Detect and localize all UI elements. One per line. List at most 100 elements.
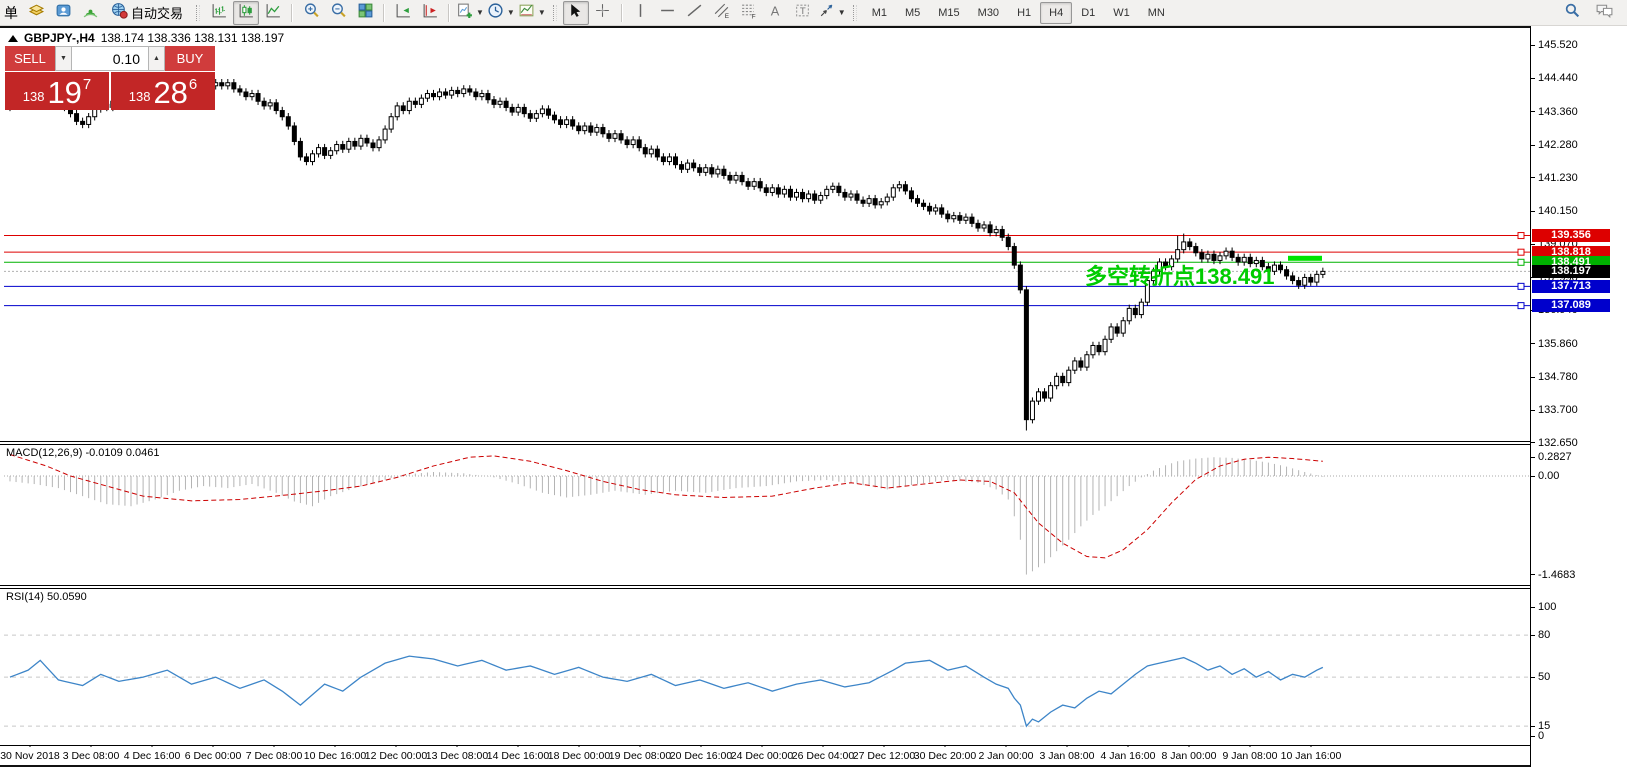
candle — [1235, 256, 1241, 263]
profiles-button[interactable]: ▼ — [486, 1, 516, 25]
candle — [945, 213, 951, 220]
timeframe-button-w1[interactable]: W1 — [1113, 6, 1130, 19]
line-chart-icon — [265, 2, 282, 24]
horizontal-line-button[interactable] — [655, 1, 681, 25]
template-chart-icon — [518, 2, 535, 24]
candle — [1284, 269, 1290, 277]
timeframe-button-h4[interactable]: H4 — [1040, 1, 1073, 24]
candle — [80, 120, 86, 125]
candle — [872, 198, 878, 206]
search-button[interactable] — [1559, 1, 1585, 25]
candle — [346, 140, 352, 150]
clock-icon — [487, 2, 504, 24]
toolbar-grip[interactable] — [852, 4, 857, 21]
toolbar-grip[interactable] — [552, 4, 557, 21]
new-order-button[interactable] — [23, 1, 49, 25]
label-button[interactable]: T — [790, 1, 816, 25]
candlestick-chart-button[interactable] — [233, 0, 259, 25]
templates-button[interactable]: ▼ — [517, 1, 547, 25]
candle — [975, 222, 981, 229]
toolbar-grip[interactable] — [196, 4, 200, 21]
bar-chart-button[interactable] — [206, 1, 232, 25]
sell-price-sup: 7 — [82, 76, 92, 93]
axis-tick: 80 — [1531, 629, 1550, 641]
price-axis[interactable]: 145.520 144.440 143.360 142.280 141.230 140.1… — [1530, 26, 1627, 767]
candle — [902, 184, 908, 192]
fibonacci-button[interactable]: F — [736, 1, 762, 25]
highlighted-level-segment[interactable] — [1288, 255, 1322, 261]
volume-input[interactable] — [72, 46, 148, 71]
level-price-tag: 137.089 — [1532, 299, 1610, 313]
level-handle[interactable] — [1517, 302, 1525, 310]
candle — [1302, 276, 1308, 286]
candle — [588, 125, 594, 133]
level-price-tag: 139.356 — [1532, 229, 1610, 243]
zoom-out-button[interactable] — [325, 1, 351, 25]
buy-price-button[interactable]: 138 28 6 — [111, 72, 215, 110]
candle — [1217, 255, 1223, 261]
channel-button[interactable]: E — [709, 1, 735, 25]
candle — [1157, 261, 1162, 272]
candle — [285, 116, 291, 127]
candle — [576, 125, 582, 132]
pivot-annotation-text[interactable]: 多空转折点138.491 — [1085, 264, 1275, 289]
time-axis[interactable]: 30 Nov 2018 3 Dec 08:00 4 Dec 16:00 6 Dec 0… — [0, 747, 1530, 765]
gold-order-icon — [28, 2, 45, 24]
auto-scroll-button[interactable] — [390, 1, 416, 25]
zoom-in-button[interactable] — [298, 1, 324, 25]
horizontal-level-lines[interactable] — [4, 232, 1530, 310]
candle — [1114, 326, 1120, 334]
toolbar-right-group — [1559, 1, 1623, 25]
collapse-panel-icon[interactable] — [8, 34, 18, 42]
candle — [1023, 289, 1029, 421]
candle — [908, 190, 914, 200]
timeframe-button-m5[interactable]: M5 — [904, 6, 921, 19]
auto-trading-button[interactable]: 自动交易 — [104, 1, 190, 25]
candle — [939, 207, 945, 215]
sell-button[interactable]: SELL — [5, 46, 55, 71]
new-chart-button[interactable]: ▼ — [455, 1, 485, 25]
level-handle[interactable] — [1517, 258, 1525, 266]
level-handle[interactable] — [1517, 282, 1525, 290]
chat-button[interactable] — [1591, 1, 1617, 25]
candle — [364, 137, 370, 144]
line-chart-button[interactable] — [260, 1, 286, 25]
tile-windows-button[interactable] — [352, 1, 378, 25]
crosshair-button[interactable] — [590, 1, 616, 25]
timeframe-button-m15[interactable]: M15 — [938, 6, 960, 19]
level-handle[interactable] — [1517, 248, 1525, 256]
vertical-line-button[interactable] — [628, 1, 654, 25]
timeframe-button-h1[interactable]: H1 — [1017, 6, 1032, 19]
level-handle[interactable] — [1517, 232, 1525, 240]
ohlc-values: 138.174 138.336 138.131 138.197 — [100, 31, 285, 45]
shapes-button[interactable]: ▼ — [817, 1, 847, 25]
sell-price-button[interactable]: 138 19 7 — [5, 72, 109, 110]
signals-button[interactable] — [77, 1, 103, 25]
candle — [334, 144, 340, 152]
volume-increase-button[interactable]: ▲ — [148, 46, 165, 71]
auto-scroll-icon — [395, 2, 412, 24]
timeframe-group: M1 M5 M15 M30 H1 H4 D1 W1 MN — [863, 1, 1174, 24]
cursor-button[interactable] — [562, 0, 589, 25]
timeframe-button-mn[interactable]: MN — [1147, 6, 1165, 19]
timeframe-button-m30[interactable]: M30 — [977, 6, 1000, 19]
candle — [1066, 369, 1072, 384]
candle — [539, 108, 545, 115]
text-button[interactable]: A — [763, 1, 789, 25]
buy-button[interactable]: BUY — [165, 46, 215, 71]
chart-shift-button[interactable] — [417, 1, 443, 25]
timeframe-button-m1[interactable]: M1 — [871, 6, 887, 19]
trendline-button[interactable] — [682, 1, 708, 25]
candle — [370, 142, 376, 149]
mql5-community-button[interactable] — [50, 1, 76, 25]
candle — [219, 82, 225, 87]
timeframe-button-d1[interactable]: D1 — [1081, 6, 1096, 19]
trade-panel-price-row: 138 19 7 138 28 6 — [5, 72, 215, 110]
search-icon — [1564, 2, 1581, 24]
axis-tick: 0.00 — [1531, 470, 1559, 482]
time-label: 30 Nov 2018 — [0, 750, 60, 762]
fibonacci-icon: F — [740, 2, 757, 24]
volume-decrease-button[interactable]: ▼ — [55, 46, 72, 71]
candles-series — [7, 75, 1326, 431]
